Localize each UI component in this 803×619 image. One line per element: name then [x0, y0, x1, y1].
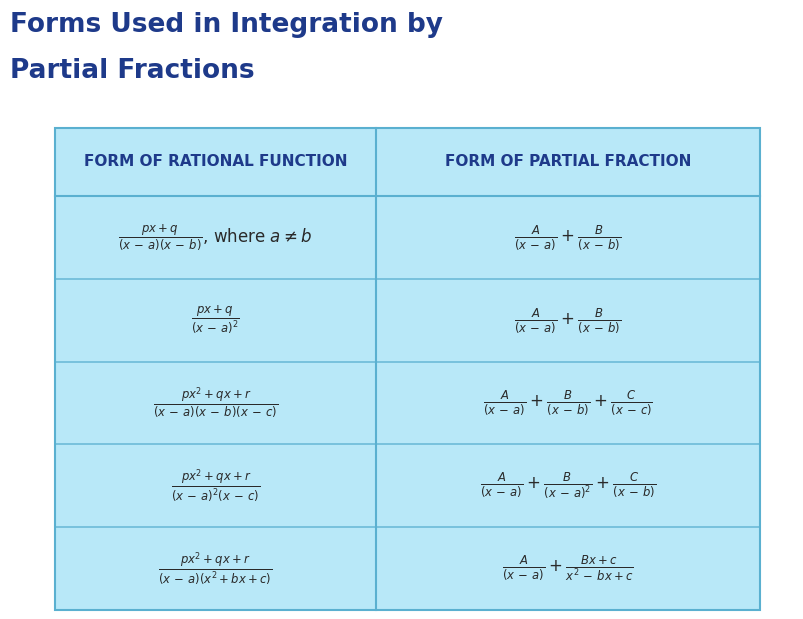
- Text: $\frac{px + q}{(x\,-\,a)^2}$: $\frac{px + q}{(x\,-\,a)^2}$: [191, 304, 239, 336]
- Text: $\frac{px^2 + qx + r}{(x\,-\,a)^2(x\,-\,c)}$: $\frac{px^2 + qx + r}{(x\,-\,a)^2(x\,-\,…: [170, 467, 259, 504]
- Text: $\frac{A}{(x\,-\,a)} + \frac{Bx + c}{x^2\,-\,bx + c}$: $\frac{A}{(x\,-\,a)} + \frac{Bx + c}{x^2…: [501, 554, 633, 583]
- Text: FORM OF PARTIAL FRACTION: FORM OF PARTIAL FRACTION: [444, 155, 691, 170]
- Text: $\frac{px + q}{(x\,-\,a)(x\,-\,b)}$, where $a \neq b$: $\frac{px + q}{(x\,-\,a)(x\,-\,b)}$, whe…: [118, 222, 312, 253]
- Text: $\frac{px^2 + qx + r}{(x\,-\,a)(x^2 + bx + c)}$: $\frac{px^2 + qx + r}{(x\,-\,a)(x^2 + bx…: [158, 550, 272, 587]
- Text: $\frac{px^2 + qx + r}{(x\,-\,a)(x\,-\,b)(x\,-\,c)}$: $\frac{px^2 + qx + r}{(x\,-\,a)(x\,-\,b)…: [153, 386, 278, 420]
- Bar: [55, 128, 759, 610]
- Text: Partial Fractions: Partial Fractions: [10, 58, 255, 84]
- Text: $\frac{A}{(x\,-\,a)} + \frac{B}{(x\,-\,a)^2} + \frac{C}{(x\,-\,b)}$: $\frac{A}{(x\,-\,a)} + \frac{B}{(x\,-\,a…: [479, 470, 655, 501]
- Text: Forms Used in Integration by: Forms Used in Integration by: [10, 12, 442, 38]
- Text: FORM OF RATIONAL FUNCTION: FORM OF RATIONAL FUNCTION: [84, 155, 347, 170]
- Text: $\frac{A}{(x\,-\,a)} + \frac{B}{(x\,-\,b)}$: $\frac{A}{(x\,-\,a)} + \frac{B}{(x\,-\,b…: [514, 306, 621, 334]
- Text: $\frac{A}{(x\,-\,a)} + \frac{B}{(x\,-\,b)} + \frac{C}{(x\,-\,c)}$: $\frac{A}{(x\,-\,a)} + \frac{B}{(x\,-\,b…: [483, 389, 652, 417]
- Text: $\frac{A}{(x\,-\,a)} + \frac{B}{(x\,-\,b)}$: $\frac{A}{(x\,-\,a)} + \frac{B}{(x\,-\,b…: [514, 223, 621, 252]
